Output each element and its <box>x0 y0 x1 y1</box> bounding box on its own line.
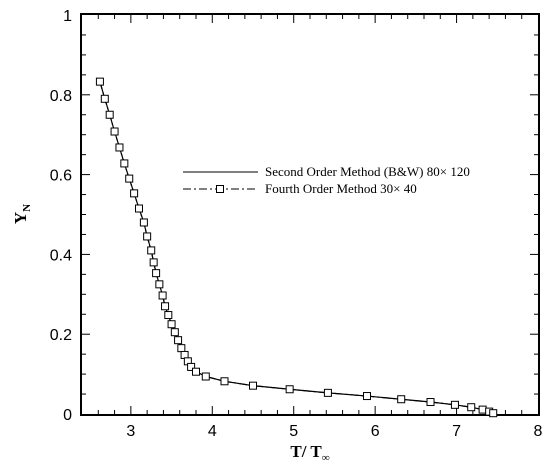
data-point-marker <box>167 320 176 329</box>
data-point-marker <box>125 174 134 183</box>
data-point-marker <box>152 269 161 278</box>
data-point-marker <box>135 204 143 213</box>
data-point-marker <box>170 328 179 337</box>
data-point-marker <box>130 189 139 198</box>
data-point-marker <box>363 392 371 401</box>
data-point-marker <box>100 94 109 103</box>
data-point-marker <box>201 372 210 381</box>
x-tick-label: 7 <box>452 423 461 440</box>
data-point-marker <box>285 385 294 394</box>
data-point-marker <box>220 377 229 386</box>
x-tick-label: 3 <box>126 423 135 440</box>
data-point-marker <box>164 311 173 320</box>
y-tick-label: 1 <box>63 8 72 25</box>
data-point-marker <box>115 143 124 152</box>
y-axis-label-sub: N <box>21 204 33 212</box>
series-line-1 <box>99 81 494 414</box>
data-point-marker <box>105 110 114 119</box>
data-point-marker <box>489 409 498 418</box>
plot-frame <box>80 13 540 416</box>
data-point-marker <box>187 362 196 371</box>
x-axis-label: T/ T∞ <box>290 442 329 464</box>
y-tick-label: 0.8 <box>50 88 72 105</box>
data-point-marker <box>174 336 183 345</box>
y-tick-label: 0.6 <box>50 168 72 185</box>
data-point-marker <box>158 291 167 300</box>
data-point-marker <box>426 398 435 407</box>
data-point-marker <box>110 127 119 136</box>
data-point-marker <box>450 400 459 409</box>
data-point-marker <box>467 403 476 412</box>
x-axis-label-main: T/ T <box>290 442 322 461</box>
data-point-marker <box>192 367 200 376</box>
legend-label-fourth-order: Fourth Order Method 30× 40 <box>265 181 417 196</box>
x-axis-label-sub: ∞ <box>322 452 330 464</box>
y-tick-label: 0 <box>63 407 72 424</box>
data-point-marker <box>397 395 406 404</box>
series-line-2 <box>99 81 494 414</box>
x-tick-label: 4 <box>208 423 217 440</box>
data-point-marker <box>161 302 170 311</box>
data-point-marker <box>323 388 332 397</box>
x-tick-label: 6 <box>371 423 380 440</box>
data-point-marker <box>95 77 104 86</box>
y-tick-label: 0.2 <box>50 327 72 344</box>
axis-ticks: 3 4 5 6 7 8 0 0.2 0.4 0.6 0.8 1 <box>50 8 543 440</box>
series-layer <box>95 77 498 418</box>
y-tick-label: 0.4 <box>50 247 72 264</box>
data-point-marker <box>143 232 152 241</box>
data-point-marker <box>139 218 148 227</box>
data-point-marker <box>155 280 164 289</box>
legend-label-second-order: Second Order Method (B&W) 80× 120 <box>265 164 470 179</box>
data-point-marker <box>147 246 156 255</box>
legend: Second Order Method (B&W) 80× 120 Fourth… <box>183 164 470 196</box>
data-point-marker <box>177 344 186 353</box>
legend-marker-fourth-order <box>216 185 224 193</box>
y-axis-label-main: Y <box>11 212 30 224</box>
data-point-marker <box>149 258 158 267</box>
data-point-marker <box>120 159 129 168</box>
data-point-marker <box>478 405 487 414</box>
y-axis-label: YN <box>11 204 33 224</box>
x-tick-label: 5 <box>289 423 298 440</box>
x-tick-label: 8 <box>534 423 543 440</box>
data-point-marker <box>249 381 257 390</box>
